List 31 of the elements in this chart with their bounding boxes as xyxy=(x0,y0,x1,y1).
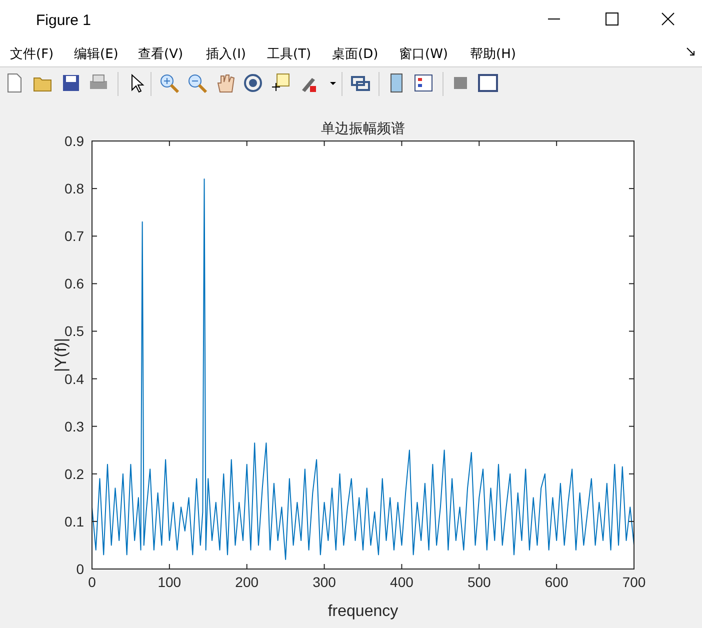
y-tick-label: 0.3 xyxy=(64,418,84,434)
text: 桌面(D) xyxy=(332,47,378,62)
y-tick-label: 0.6 xyxy=(64,276,84,292)
y-tick-label: 0.1 xyxy=(64,513,84,530)
text: 插入(I) xyxy=(206,47,246,62)
y-tick-label: 0.2 xyxy=(64,466,84,482)
text: 工具(T) xyxy=(267,47,312,62)
x-tick-label: 200 xyxy=(235,574,259,590)
x-tick-label: 300 xyxy=(312,574,336,590)
text: 编辑(E) xyxy=(74,47,118,62)
text: 帮助(H) xyxy=(470,47,516,62)
x-tick-label: 600 xyxy=(544,574,568,590)
text: 查看(V) xyxy=(138,47,184,62)
y-tick-label: 0.8 xyxy=(64,180,84,197)
x-tick-label: 500 xyxy=(467,574,492,590)
text: 窗口(W) xyxy=(399,46,448,62)
y-tick-label: 0.5 xyxy=(64,323,84,340)
x-axis-title: frequency xyxy=(328,603,398,620)
text: 文件(F) xyxy=(10,47,54,62)
y-tick-label: 0 xyxy=(76,561,84,577)
x-tick-label: 400 xyxy=(390,574,414,590)
y-tick-label: 0.4 xyxy=(64,370,84,387)
x-tick-label: 700 xyxy=(622,574,646,590)
chart-title: 单边振幅频谱 xyxy=(321,121,405,137)
line-series xyxy=(92,178,634,560)
x-tick-label: 0 xyxy=(88,574,96,590)
x-tick-label: 100 xyxy=(158,574,182,590)
y-tick-label: 0.7 xyxy=(64,228,84,244)
y-axis-title: |Y(f)| xyxy=(53,338,70,372)
y-tick-label: 0.9 xyxy=(64,133,84,149)
caption: Figure 1 xyxy=(36,12,92,29)
